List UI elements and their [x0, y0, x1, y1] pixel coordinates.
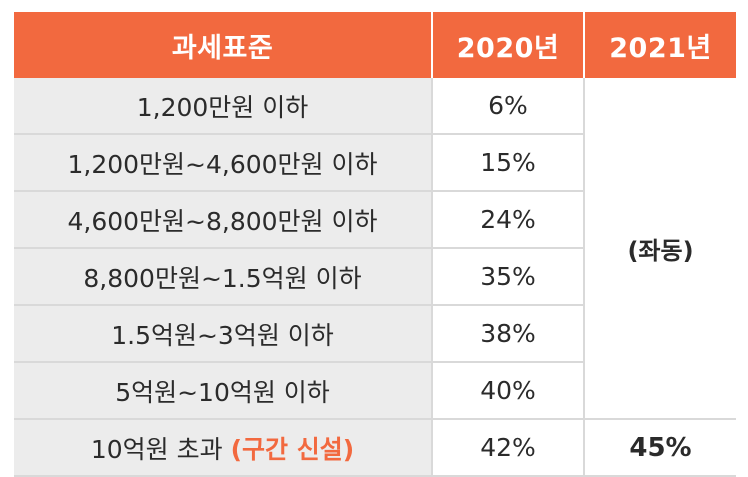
- header-2021: 2021년: [584, 12, 736, 78]
- rate-2020-cell: 40%: [432, 362, 585, 420]
- table-row: 1,200만원 이하 6% (좌동): [14, 78, 736, 420]
- header-tax-base: 과세표준: [14, 12, 433, 78]
- rate-2020-cell: 15%: [432, 134, 585, 192]
- bracket-cell: 4,600만원~8,800만원 이하: [14, 191, 433, 249]
- bracket-cell: 1,200만원 이하: [14, 78, 433, 135]
- bracket-cell: 5억원~10억원 이하: [14, 362, 433, 420]
- table-row: 10억원 초과 (구간 신설) 42% 45%: [14, 419, 736, 477]
- bracket-cell: 10억원 초과 (구간 신설): [14, 419, 433, 477]
- rate-2020-cell: 35%: [432, 248, 585, 306]
- tax-rate-table: 과세표준 2020년 2021년 1,200만원 이하 6% (좌동) 1,20…: [14, 12, 736, 477]
- bracket-cell: 1.5억원~3억원 이하: [14, 305, 433, 363]
- table-row: 5억원~10억원 이하 40%: [14, 362, 736, 420]
- rate-2021-cell: 45%: [584, 419, 736, 477]
- header-2020: 2020년: [432, 12, 585, 78]
- table-row: 4,600만원~8,800만원 이하 24%: [14, 191, 736, 249]
- new-bracket-note: (구간 신설): [230, 434, 355, 464]
- rate-2020-cell: 42%: [432, 419, 585, 477]
- rate-2020-cell: 24%: [432, 191, 585, 249]
- table-row: 1,200만원~4,600만원 이하 15%: [14, 134, 736, 192]
- table-row: 8,800만원~1.5억원 이하 35%: [14, 248, 736, 306]
- table-header-row: 과세표준 2020년 2021년: [14, 12, 736, 78]
- bracket-cell: 8,800만원~1.5억원 이하: [14, 248, 433, 306]
- rate-2020-cell: 6%: [432, 78, 585, 135]
- table-row: 1.5억원~3억원 이하 38%: [14, 305, 736, 363]
- rate-2021-merged-cell: (좌동): [584, 78, 736, 420]
- tax-rate-table-container: 과세표준 2020년 2021년 1,200만원 이하 6% (좌동) 1,20…: [14, 12, 736, 477]
- bracket-cell: 1,200만원~4,600만원 이하: [14, 134, 433, 192]
- rate-2021-value: 45%: [629, 432, 692, 463]
- rate-2020-cell: 38%: [432, 305, 585, 363]
- bracket-text: 10억원 초과: [90, 434, 223, 464]
